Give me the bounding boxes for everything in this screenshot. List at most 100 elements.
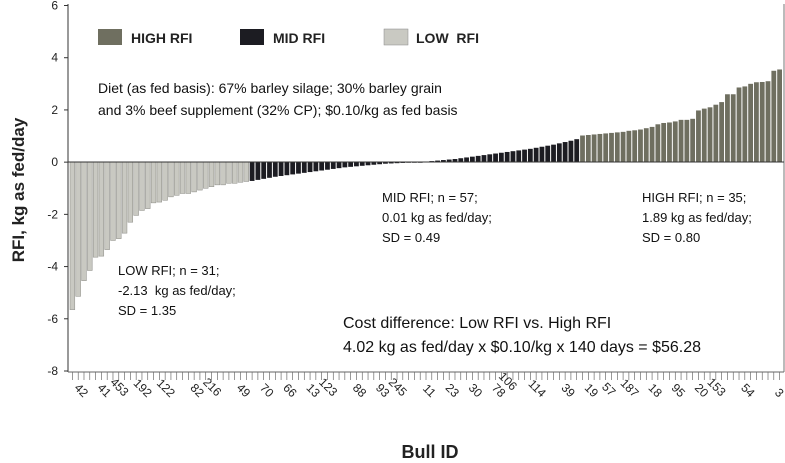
- bar-mid-rfi: [435, 160, 440, 163]
- bar-mid-rfi: [504, 151, 510, 163]
- bar-mid-rfi: [330, 162, 336, 169]
- bar-high-rfi: [719, 102, 725, 163]
- y-tick-label: 2: [51, 103, 58, 117]
- bar-high-rfi: [765, 81, 771, 163]
- bar-high-rfi: [661, 122, 667, 163]
- bar-low-rfi: [69, 161, 76, 310]
- bar-mid-rfi: [568, 140, 574, 163]
- x-tick-label: 42: [72, 381, 92, 401]
- bar-mid-rfi: [464, 157, 469, 163]
- bar-mid-rfi: [458, 158, 464, 163]
- legend-swatch-high: [98, 29, 122, 45]
- legend-swatch-low: [383, 28, 409, 46]
- x-tick-label: 66: [280, 381, 300, 401]
- bar-low-rfi: [127, 161, 134, 223]
- x-tick-label: 153: [705, 375, 729, 399]
- bar-mid-rfi: [267, 162, 272, 178]
- bar-mid-rfi: [284, 162, 290, 176]
- bar-low-rfi: [208, 161, 215, 187]
- y-tick-label: -6: [47, 312, 58, 326]
- bar-low-rfi: [104, 161, 110, 250]
- bar-high-rfi: [748, 83, 754, 163]
- mid-note-line3: SD = 0.49: [382, 230, 440, 245]
- bar-high-rfi: [771, 70, 777, 163]
- bar-mid-rfi: [562, 142, 568, 163]
- bar-mid-rfi: [394, 162, 400, 164]
- bar-low-rfi: [243, 161, 249, 182]
- bar-mid-rfi: [255, 162, 261, 180]
- bar-mid-rfi: [342, 162, 348, 168]
- y-tick-label: 6: [51, 0, 58, 13]
- bar-mid-rfi: [510, 151, 516, 163]
- bar-high-rfi: [632, 130, 638, 163]
- bar-high-rfi: [591, 134, 597, 163]
- legend-label-mid: MID RFI: [273, 30, 325, 46]
- bar-high-rfi: [690, 118, 696, 163]
- x-tick-label: 187: [618, 376, 642, 400]
- bar-high-rfi: [585, 134, 591, 163]
- bar-low-rfi: [237, 161, 244, 183]
- bar-mid-rfi: [440, 160, 446, 163]
- low-note-line3: SD = 1.35: [118, 303, 176, 318]
- y-tick-label: -8: [47, 364, 58, 378]
- bar-mid-rfi: [325, 162, 330, 170]
- bar-mid-rfi: [307, 162, 313, 173]
- bar-mid-rfi: [487, 154, 493, 163]
- x-tick-label: 453: [107, 375, 131, 399]
- y-tick-label: -4: [47, 260, 58, 274]
- bar-mid-rfi: [533, 147, 539, 163]
- diet-note-line2: and 3% beef supplement (32% CP); $0.10/k…: [98, 102, 458, 118]
- bar-high-rfi: [696, 110, 701, 163]
- bar-mid-rfi: [301, 162, 307, 173]
- legend-swatch-mid: [240, 29, 264, 45]
- x-tick-label: 30: [466, 381, 486, 401]
- bar-low-rfi: [110, 161, 116, 241]
- bar-high-rfi: [736, 87, 742, 163]
- bar-low-rfi: [232, 161, 238, 184]
- bar-high-rfi: [672, 121, 678, 163]
- bar-mid-rfi: [359, 162, 365, 166]
- bar-low-rfi: [116, 161, 122, 239]
- bar-low-rfi: [191, 161, 197, 193]
- bar-mid-rfi: [522, 149, 527, 163]
- x-tick-label: 216: [200, 375, 224, 399]
- low-note-line1: LOW RFI; n = 31;: [118, 263, 220, 278]
- bar-mid-rfi: [249, 162, 255, 181]
- bar-mid-rfi: [371, 162, 377, 165]
- x-tick-label: 19: [582, 381, 602, 401]
- bar-high-rfi: [609, 132, 614, 163]
- bar-mid-rfi: [493, 153, 498, 163]
- bar-high-rfi: [754, 82, 759, 163]
- bar-mid-rfi: [261, 162, 267, 179]
- x-tick-label: 192: [131, 376, 155, 400]
- bar-mid-rfi: [290, 162, 296, 175]
- bar-low-rfi: [168, 161, 174, 198]
- bar-mid-rfi: [336, 162, 342, 169]
- bar-high-rfi: [614, 132, 620, 163]
- x-tick-label: 54: [738, 381, 758, 401]
- bar-mid-rfi: [475, 155, 481, 163]
- y-tick-label: 4: [51, 51, 58, 65]
- bar-low-rfi: [92, 161, 99, 258]
- x-tick-label: 88: [350, 381, 370, 401]
- bar-high-rfi: [759, 81, 765, 163]
- y-tick-label: -2: [47, 207, 58, 221]
- x-tick-label: 57: [599, 380, 619, 400]
- bar-low-rfi: [121, 161, 128, 234]
- bar-high-rfi: [777, 69, 782, 163]
- diet-note-line1: Diet (as fed basis): 67% barley silage; …: [98, 80, 442, 96]
- bar-low-rfi: [150, 161, 157, 204]
- bar-high-rfi: [701, 108, 707, 163]
- x-tick-label: 70: [257, 381, 277, 401]
- cost-note-line2: 4.02 kg as fed/day x $0.10/kg x 140 days…: [343, 339, 701, 356]
- bar-mid-rfi: [452, 159, 458, 163]
- x-tick-label: 114: [525, 377, 549, 401]
- x-tick-label: 18: [646, 381, 666, 401]
- bar-low-rfi: [133, 161, 139, 216]
- bar-mid-rfi: [383, 162, 388, 164]
- bar-low-rfi: [185, 161, 191, 194]
- bar-high-rfi: [620, 131, 626, 163]
- low-note-line2: -2.13 kg as fed/day;: [118, 283, 236, 298]
- bar-high-rfi: [707, 107, 713, 163]
